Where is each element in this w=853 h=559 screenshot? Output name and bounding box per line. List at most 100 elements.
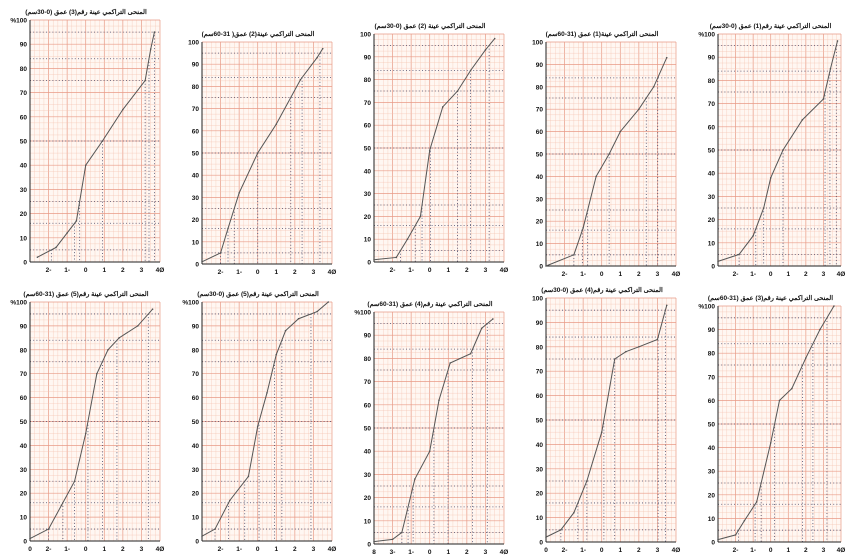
y-tick-label: 0 [23, 260, 27, 267]
y-tick-label: 90 [364, 54, 372, 61]
y-tick-label: 70 [20, 371, 28, 378]
y-tick-label: 0 [711, 540, 715, 547]
y-tick-label: 60 [536, 393, 544, 400]
grid [545, 297, 677, 543]
x-tick-label: 3 [312, 546, 316, 553]
chart-panel-1: المنحى التراكمي عينة رقم(3) عمق (0-30سم)… [0, 8, 172, 276]
x-tick-label: 3 [656, 547, 660, 554]
x-tick-label: 1- [750, 271, 756, 278]
y-tick-label: 30 [364, 472, 372, 479]
data-point [275, 353, 278, 356]
y-tick-label: 40 [364, 168, 372, 175]
cumulative-curve [373, 318, 494, 543]
x-tick-label: 0 [600, 271, 604, 278]
data-point [122, 108, 124, 111]
data-point [321, 47, 324, 50]
data-point [84, 432, 87, 435]
x-tick-label: 2- [46, 267, 52, 274]
x-tick-label: 2 [637, 547, 641, 554]
data-point [266, 392, 268, 394]
data-point [66, 232, 68, 234]
data-point [665, 56, 668, 59]
cumulative-curve [29, 308, 153, 540]
y-tick-label: 20 [708, 217, 716, 224]
y-tick-label: 60 [192, 395, 200, 402]
y-tick-label: 40 [536, 174, 544, 181]
y-tick-label: 80 [708, 78, 716, 85]
data-point [769, 177, 772, 179]
chart-panel-2: المنحى التراكمي عينة(2) عمق( 31-60سم) 0 10… [172, 30, 344, 278]
x-tick-label: 2 [804, 271, 808, 278]
x-tick-label: 2- [562, 271, 568, 278]
y-tick-label: 50 [364, 146, 372, 153]
data-point [608, 153, 610, 155]
x-tick-label: 1- [580, 547, 586, 554]
x-tick-label: 1- [408, 549, 414, 556]
x-tick-label: 2- [46, 546, 52, 553]
data-point [600, 431, 603, 433]
x-tick-label: 4Ø [328, 546, 337, 553]
y-tick-label: 0 [23, 539, 27, 546]
data-point [75, 220, 78, 222]
data-point [136, 325, 139, 327]
x-tick-label: 2 [293, 269, 297, 276]
chart-svg: 0 10 20 30 40 50 60 70 80 90 %100 0 2- 1- 0 1 2 3 4Ø [10, 300, 164, 554]
data-point [638, 108, 640, 110]
y-tick-label: 50 [708, 422, 716, 429]
y-tick-label: 60 [536, 129, 544, 136]
data-point [829, 68, 832, 70]
data-point [118, 337, 120, 339]
y-tick-label: 70 [364, 379, 372, 386]
data-point [153, 31, 156, 33]
x-tick-label: 1 [102, 267, 106, 274]
x-tick-label: 3- [390, 549, 396, 556]
y-tick-label: 100 [532, 296, 543, 303]
y-tick-label: 60 [708, 124, 716, 131]
y-tick-label: 40 [20, 443, 28, 450]
chart-title: المنحى التراكمي عينة(2) عمق( 31-60سم) [201, 31, 315, 38]
y-tick-label: 80 [536, 344, 544, 351]
chart-panel-9: المنحى التراكمي عينة رقم(4) عمق (0-30سم)… [516, 286, 688, 556]
data-point [60, 504, 63, 506]
data-point [625, 350, 627, 353]
x-tick-label: 1- [236, 269, 242, 276]
y-tick-label: 50 [536, 418, 544, 425]
x-tick-label: 1- [580, 271, 586, 278]
y-tick-label: 50 [708, 148, 716, 155]
chart-title: المنحى التراكمي عينة رقم(3) عمق (0-30سم) [25, 9, 147, 16]
grid [373, 33, 505, 263]
y-tick-label: 90 [708, 55, 716, 62]
y-tick-label: 60 [708, 398, 716, 405]
x-tick-label: 0 [428, 549, 432, 556]
x-tick-label: 2 [121, 546, 125, 553]
chart-title: المنحى التراكمي عينة (2) عمق (0-30سم) [374, 23, 486, 30]
x-tick-label: 4Ø [837, 547, 846, 554]
y-tick-label: 80 [364, 356, 372, 363]
x-tick-label: 2 [637, 271, 641, 278]
data-point [717, 538, 719, 541]
data-point [419, 215, 422, 218]
data-point [428, 149, 431, 152]
y-tick-label: 90 [536, 62, 544, 69]
chart-svg: 0 10 20 30 40 50 60 70 80 90 %100 2- 1- 0 1 2 3 4Ø [698, 304, 846, 555]
y-tick-label: 20 [192, 491, 200, 498]
x-tick-label: 2- [390, 267, 396, 274]
data-point [449, 362, 451, 364]
x-tick-label: 3 [484, 267, 488, 274]
cumulative-curve [373, 38, 496, 261]
y-tick-label: 40 [364, 449, 372, 456]
data-point [717, 260, 719, 263]
x-tick-label: 2 [465, 549, 469, 556]
y-tick-label: 10 [192, 239, 200, 246]
y-tick-label: 90 [192, 323, 200, 330]
y-tick-label: 60 [364, 123, 372, 130]
data-point [149, 48, 152, 50]
data-point [762, 207, 765, 209]
x-tick-label: 0 [84, 267, 88, 274]
x-tick-label: 1- [236, 546, 242, 553]
y-tick-label: 10 [192, 515, 200, 522]
y-tick-label: 90 [364, 333, 372, 340]
chart-panel-5: المنحى التراكمي عينة رقم(1) عمق (0-30سم)… [688, 22, 853, 280]
y-tick-label: 90 [708, 327, 716, 334]
y-tick-label: 80 [20, 347, 28, 354]
